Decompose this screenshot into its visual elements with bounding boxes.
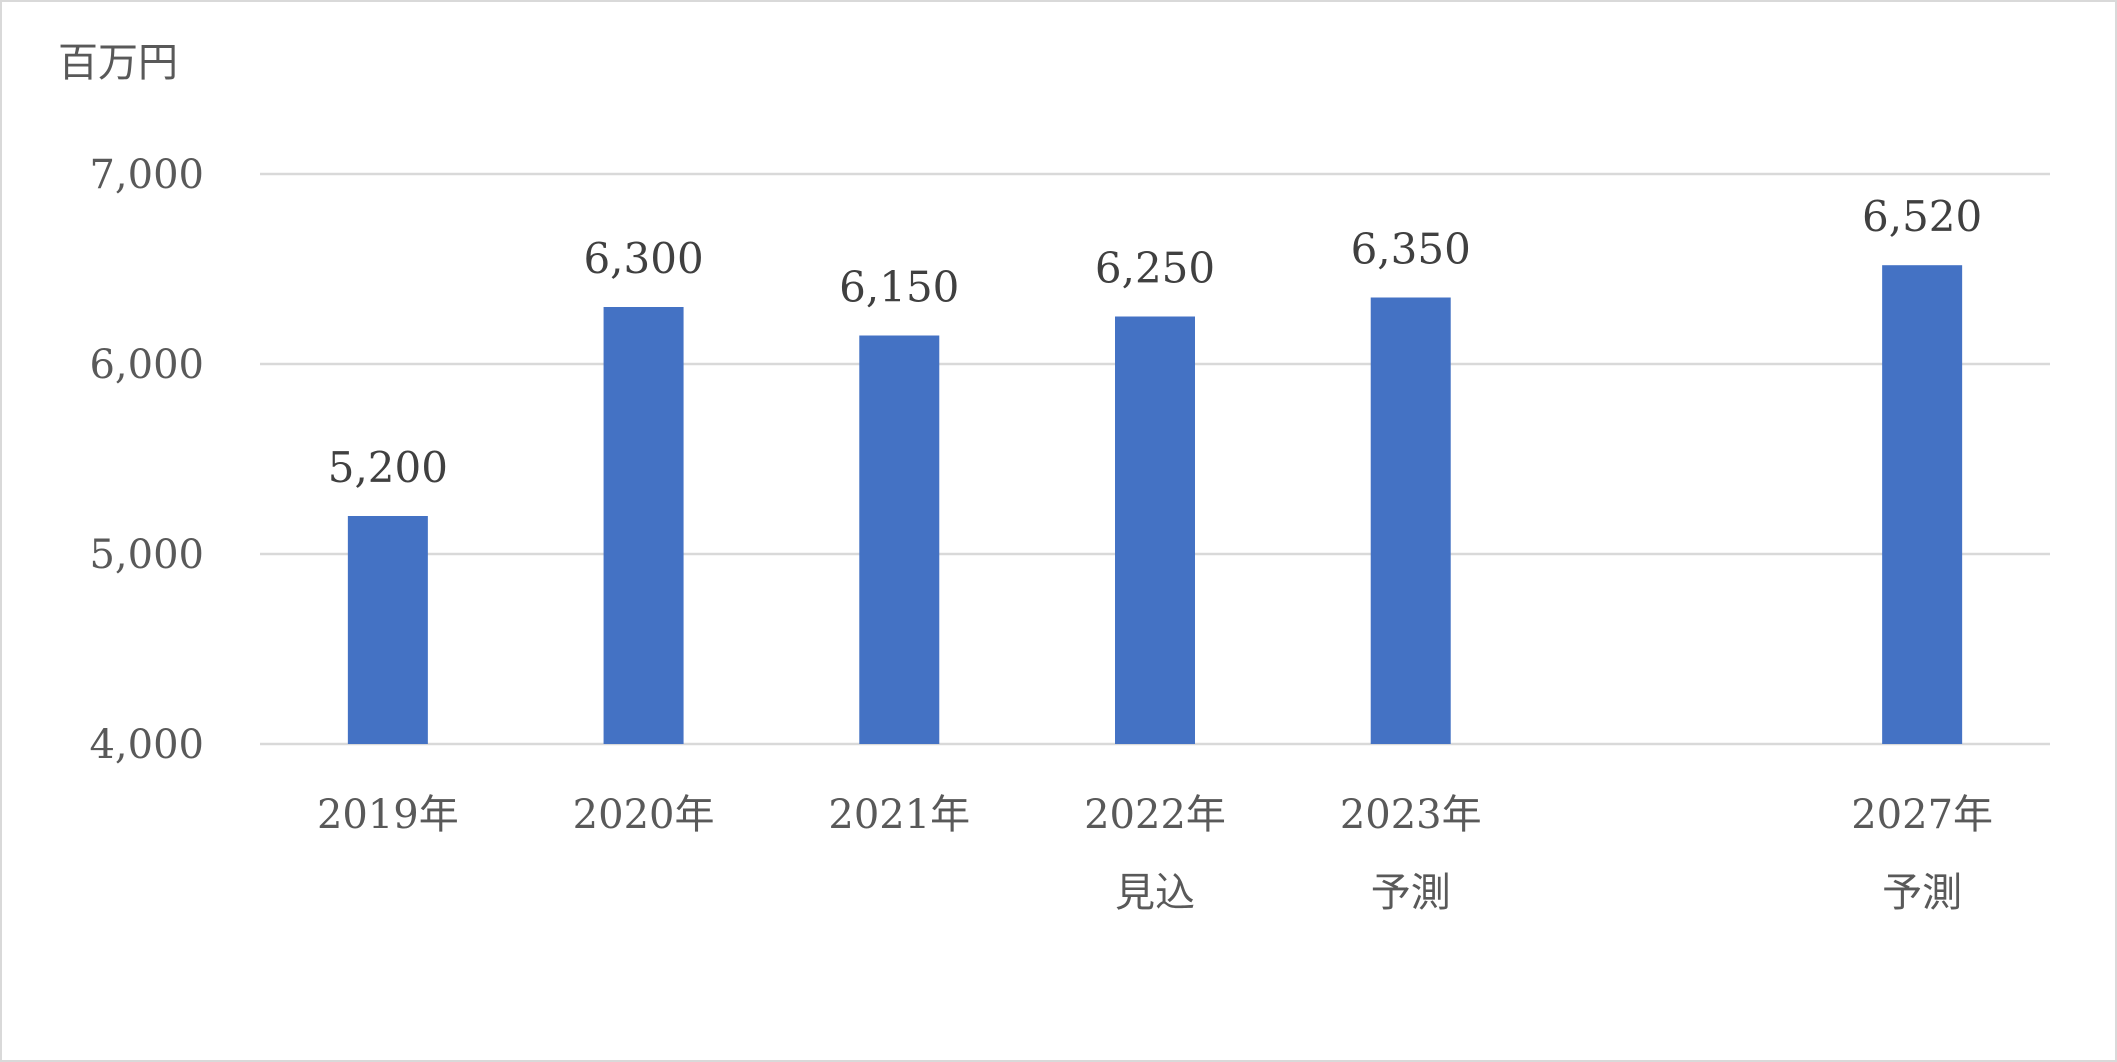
- x-category-label: 2023年: [1340, 792, 1482, 838]
- y-tick-label: 5,000: [89, 532, 204, 578]
- y-axis-unit-label: 百万円: [58, 40, 178, 86]
- data-label: 5,200: [328, 443, 448, 492]
- y-tick-label: 7,000: [89, 152, 204, 198]
- data-label: 6,150: [839, 263, 959, 312]
- y-tick-label: 6,000: [89, 342, 204, 388]
- data-labels: 5,200 6,300 6,150 6,250 6,350 6,520: [328, 192, 1983, 492]
- x-category-label: 2021年: [828, 792, 970, 838]
- y-tick-label: 4,000: [89, 722, 204, 768]
- bar: [1115, 316, 1195, 744]
- x-category-label: 2027年: [1851, 792, 1993, 838]
- bar: [1882, 265, 1963, 744]
- bar: [603, 307, 684, 744]
- data-label: 6,300: [583, 234, 703, 283]
- x-category-label: 予測: [1371, 870, 1451, 916]
- data-label: 6,250: [1095, 244, 1215, 293]
- x-category-label: 見込: [1115, 870, 1195, 916]
- x-category-label: 予測: [1882, 870, 1962, 916]
- x-category-label: 2022年: [1084, 792, 1226, 838]
- bars: [347, 265, 1963, 744]
- data-label: 6,520: [1862, 192, 1982, 241]
- bar: [859, 335, 940, 744]
- x-category-label: 2019年: [317, 792, 459, 838]
- bar: [347, 516, 428, 744]
- data-label: 6,350: [1351, 225, 1471, 274]
- bar: [1370, 297, 1451, 744]
- y-axis-tick-labels: 4,000 5,000 6,000 7,000: [89, 152, 204, 768]
- x-category-label: 2020年: [573, 792, 715, 838]
